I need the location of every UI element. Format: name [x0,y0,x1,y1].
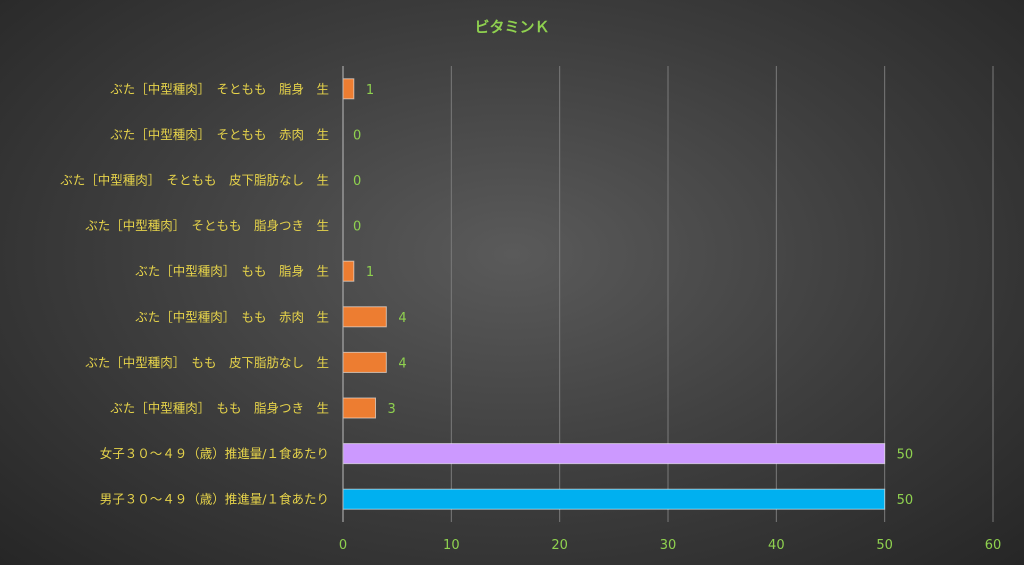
x-tick-label: 60 [985,538,1002,553]
category-label: 男子３０～４９（歳）推進量/１食あたり [100,492,329,507]
x-tick-label: 0 [339,538,347,553]
data-label: 0 [353,174,361,189]
bar-layer [342,78,886,510]
bar [342,351,387,373]
category-label: 女子３０～４９（歳）推進量/１食あたり [100,446,329,461]
x-tick-label: 50 [876,538,893,553]
data-label: 3 [388,402,396,417]
data-label: 4 [398,356,406,371]
bar [342,443,886,465]
bar [342,306,387,328]
category-label: ぶた［中型種肉］ そともも 脂身 生 [110,81,329,96]
category-label: ぶた［中型種肉］ もも 脂身 生 [135,264,329,279]
data-label: 4 [398,311,406,326]
data-label: 50 [897,493,914,508]
bar [342,488,886,510]
chart-title: ビタミンＫ [474,18,549,36]
data-label: 0 [353,128,361,143]
data-label: 50 [897,448,914,463]
data-label: 0 [353,220,361,235]
category-label: ぶた［中型種肉］ そともも 脂身つき 生 [85,218,329,233]
x-tick-label: 10 [443,538,460,553]
category-label: ぶた［中型種肉］ もも 赤肉 生 [135,309,329,324]
x-tick-label: 40 [768,538,785,553]
data-label: 1 [366,265,374,280]
x-tick-label: 20 [551,538,568,553]
category-label: ぶた［中型種肉］ そともも 赤肉 生 [110,127,329,142]
category-label: ぶた［中型種肉］ もも 脂身つき 生 [110,401,329,416]
bar [342,78,355,100]
x-tick-label: 30 [660,538,677,553]
bar [342,397,376,419]
data-label: 1 [366,83,374,98]
category-label: ぶた［中型種肉］ そともも 皮下脂肪なし 生 [60,173,329,188]
bar [342,260,355,282]
category-label: ぶた［中型種肉］ もも 皮下脂肪なし 生 [85,355,329,370]
